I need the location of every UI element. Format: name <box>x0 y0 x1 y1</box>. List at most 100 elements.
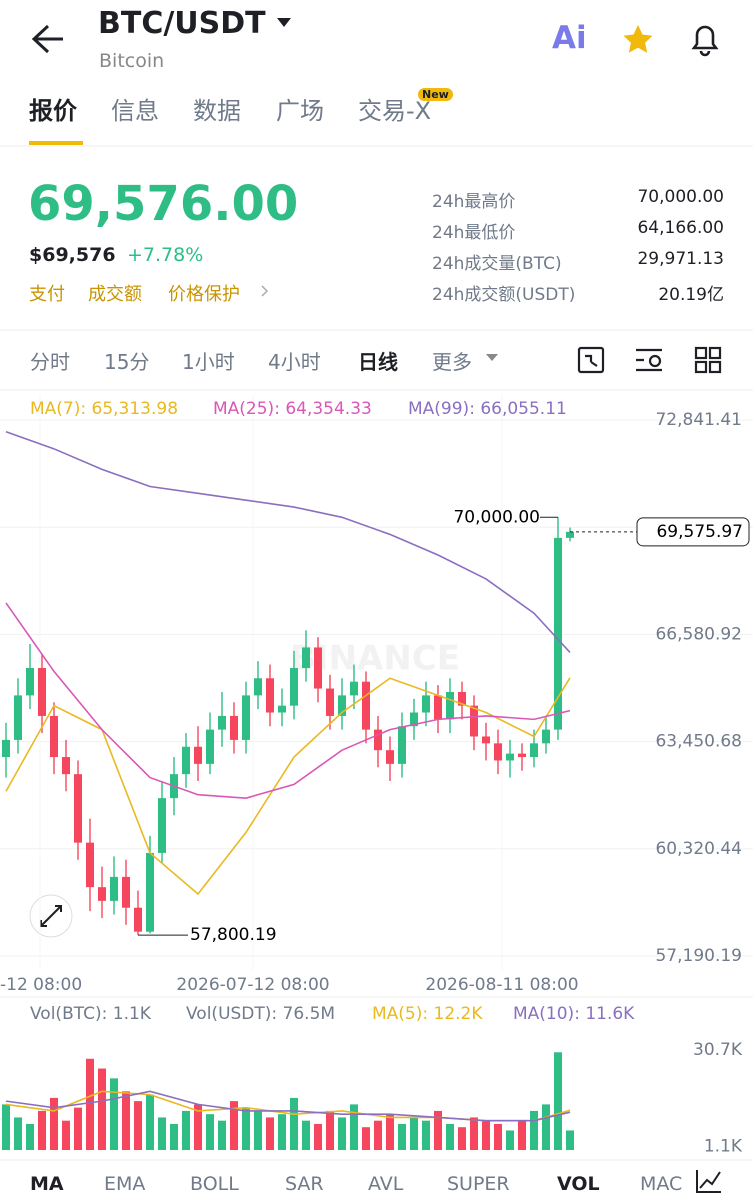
ai-button[interactable]: Ai <box>552 20 587 56</box>
candle-body <box>158 798 166 853</box>
link[interactable]: 成交额 <box>88 284 142 305</box>
volume-bar <box>158 1117 166 1150</box>
volume-bar <box>266 1117 274 1150</box>
candle-body <box>266 678 274 713</box>
stat-value: 29,971.13 <box>637 249 724 269</box>
candle-body <box>146 852 154 932</box>
high-label: 70,000.00 <box>453 507 540 527</box>
candle-body <box>2 739 10 758</box>
tab[interactable]: 数据 <box>193 97 241 125</box>
volume-bar <box>494 1123 502 1150</box>
tab[interactable]: 信息 <box>111 97 159 125</box>
ma-line <box>5 602 571 799</box>
volume-bar <box>146 1094 154 1150</box>
candle-body <box>110 876 118 901</box>
bell-icon[interactable] <box>691 25 719 57</box>
tab[interactable]: 报价 <box>29 97 77 125</box>
ma-legend: MA(25): 64,354.33 <box>213 399 372 419</box>
candle-body <box>338 695 346 716</box>
indicator[interactable]: VOL <box>557 1173 600 1195</box>
expand-button[interactable] <box>29 894 73 938</box>
ma-line <box>5 1090 571 1122</box>
last-price-box <box>636 517 750 547</box>
candle-body <box>230 715 238 740</box>
volume-bar <box>422 1120 430 1150</box>
volume-bar <box>566 1130 574 1150</box>
indicator[interactable]: SUPER <box>447 1173 510 1195</box>
stat-label: 24h成交额(USDT) <box>432 285 576 305</box>
candle-body <box>278 705 286 713</box>
tab[interactable]: 交易-X <box>358 97 432 125</box>
volume-bar <box>338 1117 346 1150</box>
timeframe[interactable]: 4小时 <box>268 350 321 374</box>
tab-indicator <box>29 141 83 145</box>
volume-bar <box>374 1120 382 1150</box>
volume-bar <box>314 1123 322 1150</box>
candle-body <box>206 729 214 764</box>
back-icon[interactable] <box>31 24 63 54</box>
indicator[interactable]: BOLL <box>190 1173 239 1195</box>
volume-bar <box>170 1123 178 1150</box>
candle-body <box>482 736 490 744</box>
candle-body <box>518 753 526 758</box>
dropdown-icon[interactable] <box>486 354 498 361</box>
x-tick-label: -12 08:00 <box>0 975 82 995</box>
volume-bar <box>446 1123 454 1150</box>
vol-legend: MA(5): 12.2K <box>372 1004 483 1024</box>
volume-bar <box>194 1104 202 1150</box>
volume-bar <box>554 1052 562 1150</box>
volume-bar <box>98 1068 106 1150</box>
candle-body <box>182 746 190 775</box>
draw-icon[interactable] <box>696 1170 721 1193</box>
volume-bar <box>398 1123 406 1150</box>
low-label: 57,800.19 <box>190 925 277 945</box>
timeframe[interactable]: 分时 <box>30 350 70 374</box>
link[interactable]: 支付 <box>29 284 65 305</box>
pair-subtitle: Bitcoin <box>99 50 165 72</box>
vol-legend: Vol(BTC): 1.1K <box>30 1004 152 1024</box>
indicator[interactable]: EMA <box>104 1173 146 1195</box>
vol-tick-label: 1.1K <box>704 1136 743 1156</box>
indicator[interactable]: MA <box>30 1173 64 1195</box>
volume-bar <box>482 1120 490 1150</box>
volume-bar <box>182 1110 190 1150</box>
last-price-label: 69,575.97 <box>656 522 743 542</box>
star-icon[interactable] <box>623 25 653 53</box>
link[interactable]: 价格保护 <box>168 284 240 305</box>
timeframe[interactable]: 1小时 <box>182 350 235 374</box>
ma-line <box>5 430 571 653</box>
tab[interactable]: 广场 <box>276 97 324 125</box>
stat-label: 24h成交量(BTC) <box>432 254 562 274</box>
candle-body <box>122 876 130 908</box>
volume-bar <box>290 1097 298 1150</box>
volume-bar <box>86 1058 94 1150</box>
volume-bar <box>302 1120 310 1150</box>
candle-body <box>326 688 334 716</box>
candle-body <box>86 842 94 888</box>
volume-bar <box>230 1101 238 1150</box>
candle-body <box>434 695 442 720</box>
candle-body <box>542 729 550 744</box>
candle-body <box>422 695 430 713</box>
indicator[interactable]: MAC <box>640 1173 683 1195</box>
timeframe[interactable]: 更多 <box>432 350 472 374</box>
candle-body <box>26 667 34 696</box>
indicator[interactable]: AVL <box>368 1173 404 1195</box>
indicator[interactable]: SAR <box>285 1173 324 1195</box>
y-tick-label: 66,580.92 <box>655 624 742 644</box>
y-tick-label: 60,320.44 <box>655 839 742 859</box>
volume-bar <box>542 1104 550 1150</box>
volume-bar <box>254 1110 262 1150</box>
candle-body <box>446 691 454 720</box>
candle-body <box>218 715 226 730</box>
candle-body <box>362 681 370 730</box>
candle-body <box>50 715 58 758</box>
tool-icons[interactable] <box>577 346 722 374</box>
x-tick-label: 2026-07-12 08:00 <box>176 975 329 995</box>
timeframe[interactable]: 日线 <box>358 350 398 374</box>
candle-body <box>470 705 478 737</box>
dropdown-icon[interactable] <box>277 18 291 27</box>
timeframe[interactable]: 15分 <box>104 350 150 374</box>
